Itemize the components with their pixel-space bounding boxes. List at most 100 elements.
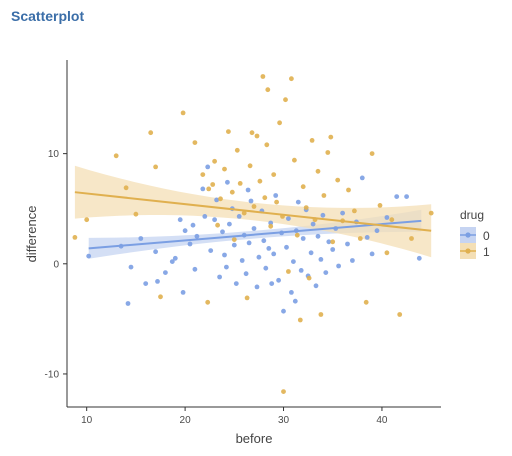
point-drug-0 bbox=[416, 255, 422, 261]
point-drug-1 bbox=[292, 157, 297, 163]
x-ticks: 10 20 30 40 bbox=[81, 407, 388, 426]
point-drug-1 bbox=[281, 389, 286, 394]
point-drug-0 bbox=[326, 239, 332, 245]
point-drug-1 bbox=[306, 275, 312, 281]
point-drug-0 bbox=[254, 284, 260, 290]
point-drug-0 bbox=[268, 220, 274, 226]
point-drug-1 bbox=[210, 182, 216, 187]
y-tick-label: 10 bbox=[48, 149, 60, 160]
point-drug-0 bbox=[220, 229, 225, 235]
point-drug-1 bbox=[247, 163, 253, 169]
point-drug-1 bbox=[294, 232, 300, 238]
point-drug-1 bbox=[205, 299, 211, 305]
point-drug-0 bbox=[286, 216, 291, 222]
point-drug-0 bbox=[236, 214, 242, 219]
point-drug-0 bbox=[269, 281, 275, 286]
point-drug-1 bbox=[297, 317, 303, 323]
point-drug-1 bbox=[346, 187, 351, 193]
x-tick-label: 40 bbox=[376, 415, 388, 426]
point-drug-0 bbox=[205, 164, 211, 170]
point-drug-0 bbox=[345, 241, 350, 247]
point-drug-0 bbox=[182, 228, 188, 234]
x-tick-label: 10 bbox=[81, 415, 93, 426]
legend-label-1: 1 bbox=[483, 245, 490, 259]
point-drug-1 bbox=[200, 172, 206, 178]
point-drug-0 bbox=[143, 281, 149, 286]
point-drug-1 bbox=[286, 269, 291, 274]
point-drug-0 bbox=[394, 194, 400, 200]
point-drug-0 bbox=[246, 240, 252, 246]
point-drug-1 bbox=[123, 185, 129, 191]
point-drug-0 bbox=[190, 222, 196, 228]
point-drug-1 bbox=[153, 164, 159, 170]
point-drug-0 bbox=[266, 246, 272, 251]
point-drug-0 bbox=[295, 199, 301, 205]
point-drug-0 bbox=[212, 217, 218, 223]
point-drug-0 bbox=[271, 251, 277, 257]
point-drug-1 bbox=[321, 193, 327, 198]
point-drug-1 bbox=[113, 153, 119, 159]
point-drug-1 bbox=[72, 235, 78, 240]
axes bbox=[66, 60, 441, 408]
point-drug-0 bbox=[263, 265, 269, 271]
point-drug-0 bbox=[208, 248, 214, 254]
point-drug-0 bbox=[330, 247, 336, 252]
point-drug-0 bbox=[384, 215, 390, 220]
point-drug-1 bbox=[357, 236, 363, 241]
point-drug-1 bbox=[303, 205, 309, 211]
point-drug-0 bbox=[318, 257, 324, 262]
y-tick-label: 0 bbox=[53, 259, 59, 270]
point-drug-1 bbox=[133, 211, 139, 217]
legend-title: drug bbox=[460, 208, 484, 222]
legend-label-0: 0 bbox=[483, 229, 490, 243]
point-drug-1 bbox=[260, 74, 266, 79]
point-drug-0 bbox=[350, 258, 355, 263]
point-drug-1 bbox=[384, 250, 390, 256]
legend-dot-1 bbox=[465, 248, 471, 254]
point-drug-1 bbox=[409, 236, 414, 241]
point-drug-1 bbox=[231, 237, 237, 243]
point-drug-0 bbox=[227, 221, 232, 227]
point-drug-0 bbox=[291, 259, 296, 264]
point-drug-0 bbox=[281, 308, 286, 314]
point-drug-1 bbox=[222, 166, 227, 172]
point-drug-0 bbox=[289, 290, 294, 295]
point-drug-1 bbox=[283, 97, 288, 103]
point-drug-0 bbox=[180, 290, 186, 295]
point-drug-0 bbox=[138, 236, 144, 241]
point-drug-0 bbox=[233, 281, 239, 286]
point-drug-0 bbox=[323, 270, 329, 275]
point-drug-0 bbox=[243, 271, 249, 277]
point-drug-1 bbox=[226, 129, 231, 135]
point-drug-1 bbox=[309, 138, 315, 143]
point-drug-1 bbox=[249, 130, 255, 136]
point-drug-0 bbox=[336, 263, 341, 269]
point-drug-0 bbox=[177, 217, 183, 223]
point-drug-0 bbox=[298, 268, 304, 273]
point-drug-0 bbox=[320, 212, 326, 218]
point-drug-0 bbox=[153, 249, 159, 255]
point-drug-0 bbox=[239, 258, 245, 263]
point-drug-0 bbox=[169, 259, 175, 264]
data-points bbox=[72, 74, 434, 394]
point-drug-0 bbox=[225, 179, 230, 185]
point-drug-1 bbox=[318, 312, 324, 317]
y-axis-title: difference bbox=[24, 206, 39, 263]
point-drug-1 bbox=[254, 133, 260, 139]
point-drug-0 bbox=[125, 301, 131, 306]
point-drug-1 bbox=[206, 186, 212, 192]
point-drug-1 bbox=[218, 196, 223, 202]
point-drug-1 bbox=[335, 177, 341, 183]
point-drug-1 bbox=[262, 195, 268, 201]
point-drug-0 bbox=[315, 233, 321, 239]
point-drug-0 bbox=[359, 175, 365, 181]
point-drug-1 bbox=[352, 208, 357, 214]
point-drug-1 bbox=[234, 147, 240, 153]
point-drug-0 bbox=[222, 252, 227, 258]
point-drug-0 bbox=[284, 244, 289, 250]
point-drug-0 bbox=[128, 264, 134, 270]
point-drug-1 bbox=[330, 239, 336, 245]
point-drug-1 bbox=[397, 312, 403, 317]
point-drug-1 bbox=[271, 172, 277, 178]
point-drug-1 bbox=[84, 217, 90, 223]
